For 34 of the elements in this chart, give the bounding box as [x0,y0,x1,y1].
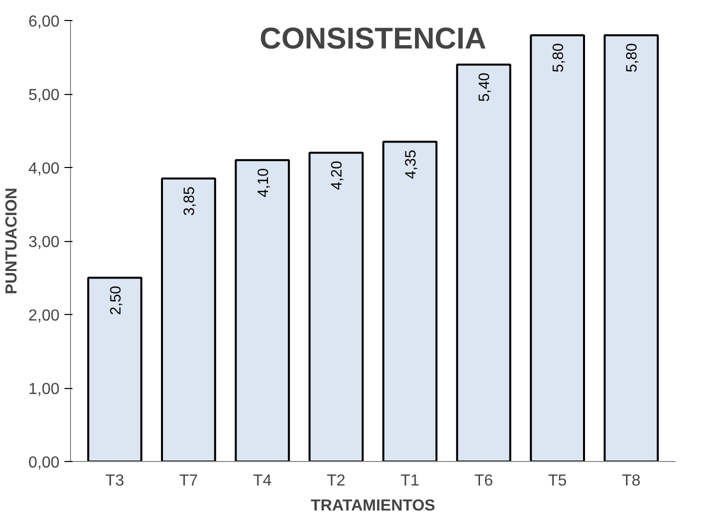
y-tick-label: 1,00 [28,381,60,398]
y-tick-label: 6,00 [28,14,60,30]
x-tick-label: T7 [179,472,198,490]
data-label: 4,35 [402,150,420,179]
y-tick-label: 2,00 [28,308,60,324]
x-tick-label: T4 [252,472,272,490]
chart-title: CONSISTENCIA [260,22,486,56]
bar [530,34,586,462]
data-label: 5,40 [476,72,494,102]
bar [234,159,290,462]
bar [456,64,512,462]
x-tick-label: T3 [105,472,124,490]
y-axis-title: PUNTUACION [3,188,20,294]
x-tick-label: T5 [548,472,567,490]
x-tick-label: T8 [622,472,641,490]
x-tick-label: T2 [326,472,346,490]
bar [160,178,216,462]
bar [604,34,659,462]
data-label: 2,50 [107,286,124,315]
y-tick-label: 5,00 [28,87,60,104]
data-label: 4,10 [254,168,272,198]
y-tick-label: 0,00 [28,454,60,472]
x-tick-label: T6 [474,472,494,490]
data-label: 4,20 [328,160,346,190]
data-label: 5,80 [550,43,567,72]
x-tick-label: T1 [400,472,420,490]
y-tick-label: 3,00 [28,234,60,251]
data-label: 5,80 [624,43,641,72]
data-label: 3,85 [181,186,198,216]
bar [382,140,438,462]
bar [87,276,142,462]
x-axis-title: TRATAMIENTOS [310,498,436,514]
y-tick-label: 4,00 [28,160,60,178]
bar [308,152,364,462]
